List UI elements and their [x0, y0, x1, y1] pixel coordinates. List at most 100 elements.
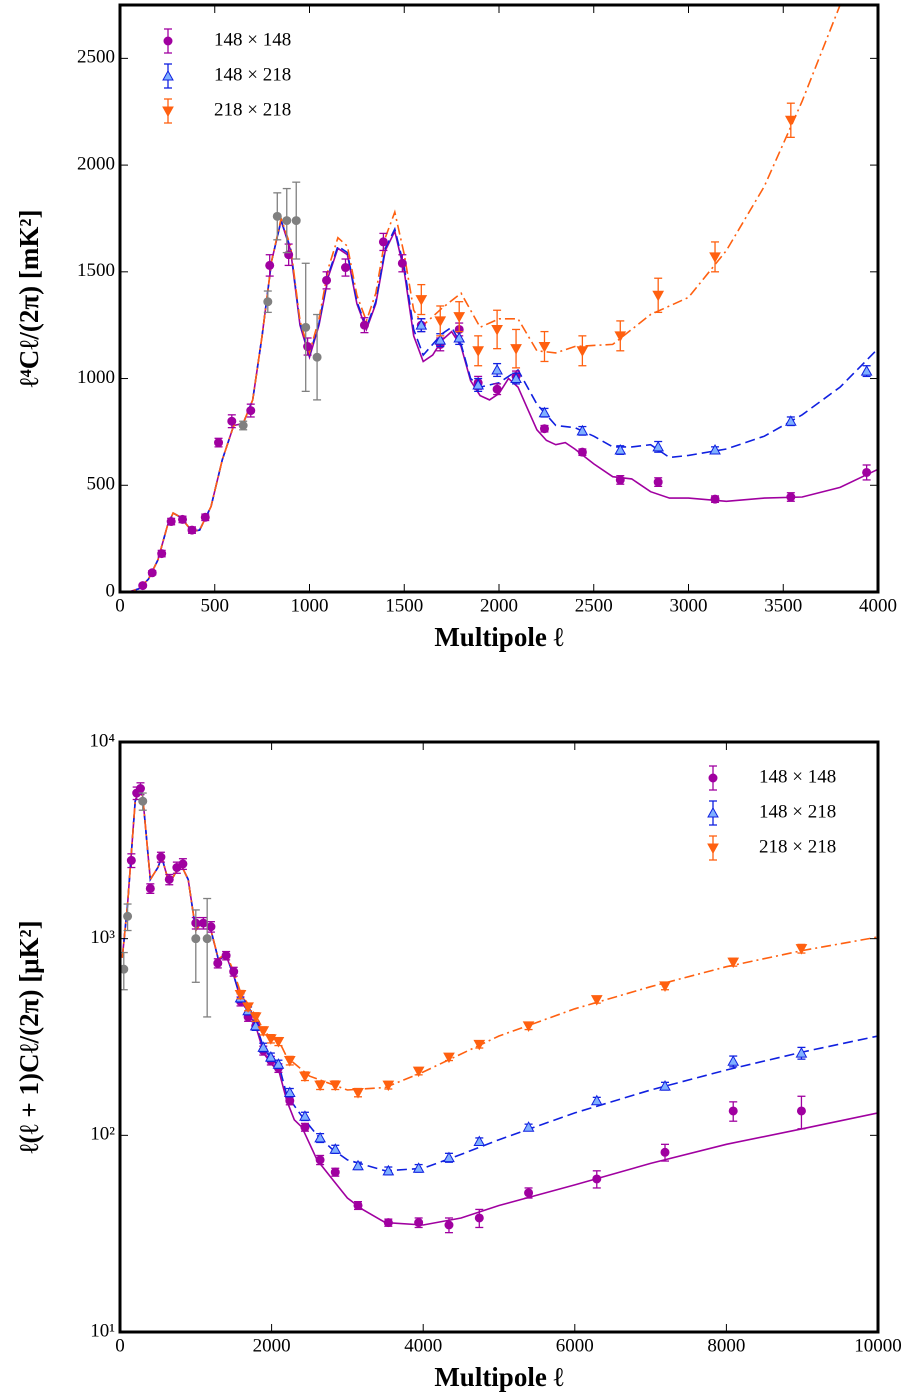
marker	[291, 216, 301, 226]
marker	[444, 1220, 454, 1230]
marker	[492, 384, 502, 394]
marker	[382, 1164, 395, 1176]
marker	[860, 365, 873, 376]
y-tick-label: 10¹	[90, 1320, 115, 1341]
marker	[412, 1066, 425, 1078]
marker	[265, 260, 275, 270]
model-curve	[120, 5, 841, 592]
marker	[198, 918, 208, 928]
x-tick-label: 2000	[480, 595, 518, 616]
marker	[353, 1200, 363, 1210]
x-tick-label: 4000	[859, 595, 897, 616]
legend-marker	[707, 843, 719, 855]
marker	[784, 115, 797, 127]
marker	[329, 1080, 342, 1092]
marker	[614, 444, 627, 455]
x-tick-label: 4000	[404, 1335, 442, 1356]
legend-label: 148 × 218	[759, 801, 836, 822]
marker	[147, 568, 157, 578]
marker	[415, 319, 428, 330]
marker	[314, 1131, 326, 1143]
x-tick-label: 0	[115, 595, 125, 616]
marker	[221, 951, 231, 961]
marker	[615, 475, 625, 485]
marker	[272, 211, 282, 221]
marker	[383, 1218, 393, 1228]
marker	[322, 275, 332, 285]
marker	[164, 874, 174, 884]
plot-area	[120, 5, 878, 592]
marker	[453, 312, 466, 323]
marker	[284, 250, 294, 260]
marker	[178, 859, 188, 869]
x-tick-label: 2000	[253, 1335, 291, 1356]
marker	[126, 855, 136, 865]
marker	[283, 1056, 296, 1067]
legend-marker	[162, 106, 174, 118]
marker	[178, 514, 188, 524]
legend-marker	[162, 69, 174, 81]
legend-label: 218 × 218	[759, 836, 836, 857]
marker	[710, 494, 720, 504]
marker	[214, 438, 224, 448]
marker	[524, 1188, 534, 1198]
marker	[443, 1052, 455, 1064]
marker	[238, 421, 248, 431]
marker	[138, 796, 148, 806]
marker	[510, 344, 522, 355]
legend-label: 148 × 148	[214, 29, 291, 50]
marker	[472, 346, 485, 357]
marker	[341, 263, 351, 273]
marker	[786, 492, 796, 502]
y-axis-label: ℓ(ℓ + 1)Cℓ/(2π) [μK²]	[14, 920, 44, 1153]
marker	[272, 1036, 285, 1048]
marker	[652, 440, 665, 452]
legend-marker	[163, 36, 173, 46]
marker	[206, 922, 216, 932]
marker	[474, 1213, 484, 1223]
x-tick-label: 500	[201, 595, 230, 616]
marker	[522, 1121, 535, 1132]
marker	[229, 967, 239, 977]
marker	[576, 424, 589, 436]
marker	[614, 331, 627, 342]
marker	[249, 1012, 262, 1023]
marker	[299, 1071, 311, 1083]
marker	[282, 216, 292, 226]
marker	[443, 1151, 455, 1163]
marker	[522, 1021, 535, 1032]
x-axis-label: Multipole ℓ	[434, 622, 563, 652]
marker	[453, 331, 466, 343]
marker	[352, 1159, 364, 1171]
y-tick-label: 10⁴	[89, 730, 115, 751]
marker	[246, 406, 256, 416]
x-tick-label: 1500	[385, 595, 423, 616]
plot-area	[120, 782, 878, 1234]
x-axis-label: Multipole ℓ	[434, 1362, 563, 1392]
marker	[709, 444, 721, 455]
marker	[352, 1088, 364, 1099]
x-tick-label: 6000	[556, 1335, 594, 1356]
marker	[538, 342, 551, 353]
marker	[652, 290, 665, 302]
marker	[727, 957, 740, 969]
x-tick-label: 1000	[291, 595, 329, 616]
legend-label: 148 × 218	[214, 64, 291, 85]
model-curve	[120, 217, 878, 592]
marker	[138, 581, 148, 591]
marker	[577, 447, 587, 457]
marker	[257, 1041, 270, 1052]
marker	[359, 320, 369, 330]
marker	[257, 1026, 270, 1037]
marker	[592, 1174, 602, 1184]
marker	[123, 911, 133, 921]
x-tick-label: 3500	[764, 595, 802, 616]
marker	[213, 958, 223, 968]
marker	[538, 406, 551, 418]
marker	[200, 512, 210, 522]
marker	[659, 1080, 671, 1091]
marker	[412, 1162, 425, 1173]
y-tick-label: 2000	[77, 153, 115, 174]
marker	[472, 378, 485, 390]
